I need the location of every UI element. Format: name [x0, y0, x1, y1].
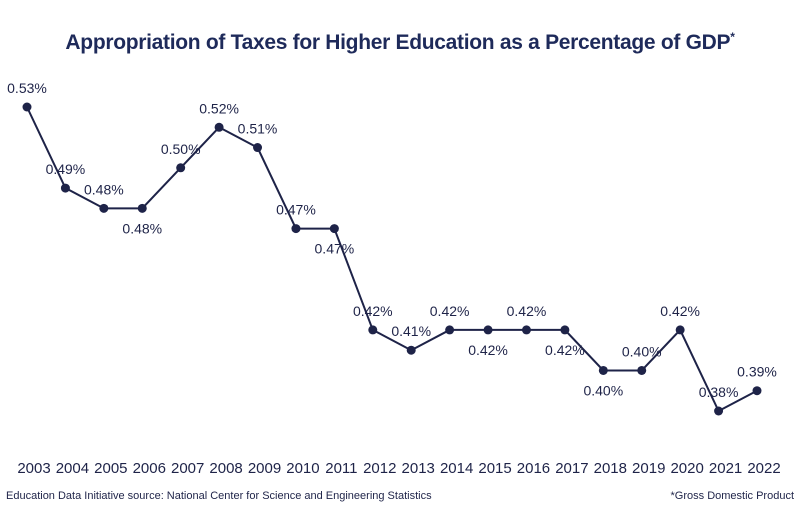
data-point [253, 143, 263, 153]
data-label: 0.38% [699, 384, 739, 400]
chart-title-text: Appropriation of Taxes for Higher Educat… [65, 31, 731, 54]
data-point [176, 163, 186, 173]
data-label: 0.42% [353, 303, 393, 319]
data-point [483, 325, 493, 335]
x-tick-label: 2012 [363, 460, 396, 477]
data-label: 0.47% [276, 202, 316, 218]
data-label: 0.39% [737, 364, 777, 380]
data-point [521, 325, 531, 335]
data-label: 0.51% [238, 121, 278, 137]
x-tick-label: 2016 [517, 460, 550, 477]
x-tick-label: 2017 [555, 460, 588, 477]
data-point [329, 224, 339, 234]
data-label: 0.53% [7, 80, 47, 96]
data-point [445, 325, 455, 335]
x-tick-label: 2022 [747, 460, 780, 477]
data-point [368, 325, 378, 335]
x-tick-label: 2013 [402, 460, 435, 477]
x-tick-label: 2020 [670, 460, 703, 477]
x-tick-label: 2018 [594, 460, 627, 477]
data-point [137, 203, 147, 213]
x-tick-label: 2003 [17, 460, 50, 477]
x-tick-label: 2006 [133, 460, 166, 477]
data-label: 0.50% [161, 141, 201, 157]
data-point [637, 365, 647, 375]
data-point [752, 386, 762, 396]
data-label: 0.52% [199, 100, 239, 116]
data-label: 0.42% [660, 303, 700, 319]
x-tick-label: 2007 [171, 460, 204, 477]
x-tick-label: 2015 [478, 460, 511, 477]
data-label: 0.48% [122, 220, 162, 236]
data-label: 0.40% [622, 343, 662, 359]
x-tick-label: 2011 [325, 460, 357, 477]
data-point [714, 406, 724, 416]
x-tick-label: 2010 [286, 460, 319, 477]
series-line [26, 106, 758, 413]
data-label: 0.49% [46, 161, 86, 177]
footnote: *Gross Domestic Product [670, 490, 794, 502]
data-point [291, 224, 301, 234]
data-label: 0.47% [315, 241, 355, 257]
data-point [22, 102, 32, 112]
x-tick-label: 2014 [440, 460, 473, 477]
data-label: 0.48% [84, 181, 124, 197]
data-label: 0.42% [545, 342, 585, 358]
data-label: 0.41% [391, 323, 431, 339]
data-point [675, 325, 685, 335]
x-tick-label: 2019 [632, 460, 665, 477]
x-tick-label: 2021 [709, 460, 742, 477]
x-tick-label: 2005 [94, 460, 127, 477]
data-point [598, 365, 608, 375]
title-footnote-mark: * [730, 30, 735, 44]
data-label: 0.42% [430, 303, 470, 319]
data-point [99, 203, 109, 213]
data-point [560, 325, 570, 335]
x-tick-label: 2004 [56, 460, 89, 477]
source-note: Education Data Initiative source: Nation… [6, 490, 432, 502]
x-tick-label: 2009 [248, 460, 281, 477]
data-label: 0.40% [583, 382, 623, 398]
chart-title: Appropriation of Taxes for Higher Educat… [0, 30, 800, 55]
data-point [214, 122, 224, 132]
data-point [60, 183, 70, 193]
x-tick-label: 2008 [209, 460, 242, 477]
data-point [406, 345, 416, 355]
data-label: 0.42% [468, 342, 508, 358]
data-label: 0.42% [507, 303, 547, 319]
